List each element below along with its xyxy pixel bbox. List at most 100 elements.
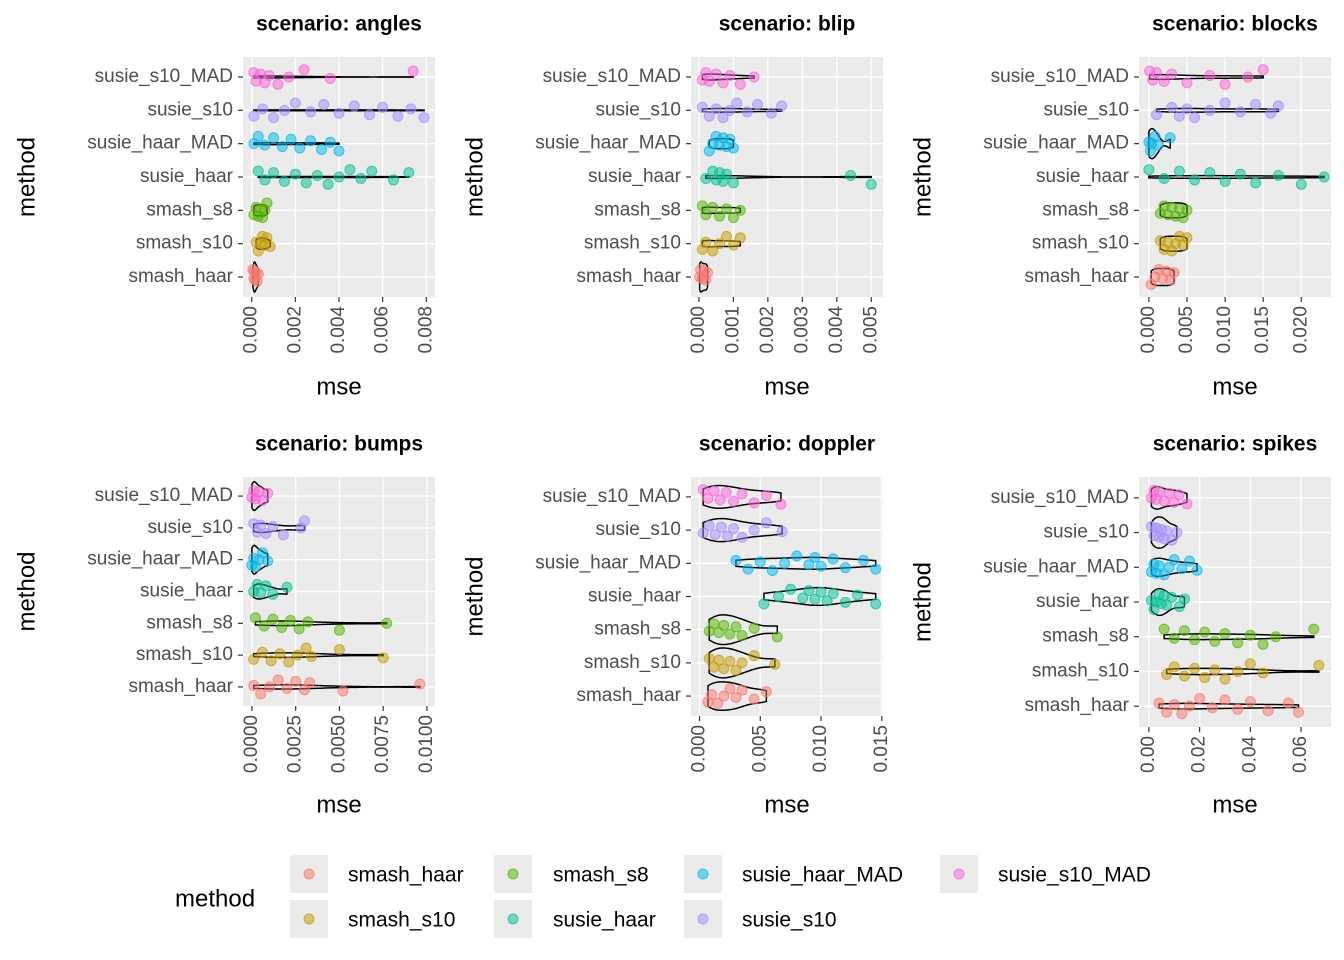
point xyxy=(727,212,739,224)
legend-symbol xyxy=(303,913,315,925)
point xyxy=(283,656,295,668)
point xyxy=(742,563,754,575)
point xyxy=(736,488,748,500)
point xyxy=(1166,68,1178,80)
point xyxy=(355,172,367,184)
point xyxy=(728,495,740,507)
point xyxy=(1189,112,1201,124)
point xyxy=(392,110,404,122)
y-tick-label: smash_haar xyxy=(576,266,681,287)
point xyxy=(1270,631,1282,643)
y-tick-label: susie_haar xyxy=(1036,591,1130,612)
y-tick-label: susie_s10 xyxy=(1043,522,1129,543)
y-tick-label: susie_haar xyxy=(588,166,682,187)
y-tick-label: susie_haar xyxy=(588,586,682,607)
point xyxy=(760,489,772,501)
x-tick-label: 0.0075 xyxy=(372,715,393,773)
y-tick-label: susie_s10 xyxy=(1043,99,1129,120)
point xyxy=(291,649,303,661)
point xyxy=(775,498,787,510)
point xyxy=(249,612,261,624)
x-tick-label: 0.06 xyxy=(1290,736,1311,773)
point xyxy=(1219,97,1231,109)
point xyxy=(289,168,301,180)
point xyxy=(769,658,781,670)
y-tick-label: smash_haar xyxy=(1024,695,1129,716)
point xyxy=(305,135,317,147)
point xyxy=(734,204,746,216)
point xyxy=(263,70,275,82)
point xyxy=(721,168,733,180)
violin xyxy=(698,261,709,293)
x-tick-label: 0.006 xyxy=(372,306,393,354)
point xyxy=(827,553,839,565)
point xyxy=(1168,699,1180,711)
point xyxy=(1250,177,1262,189)
point xyxy=(403,167,415,179)
point xyxy=(851,589,863,601)
point xyxy=(1158,75,1170,87)
point xyxy=(267,520,279,532)
point xyxy=(779,557,791,569)
point xyxy=(1181,204,1193,216)
point xyxy=(1194,693,1206,705)
y-tick-label: smash_s10 xyxy=(1032,233,1129,254)
point xyxy=(754,556,766,568)
point xyxy=(1166,534,1178,546)
point xyxy=(1152,139,1164,151)
point xyxy=(324,72,336,84)
point xyxy=(721,530,733,542)
point xyxy=(1219,694,1231,706)
point xyxy=(700,209,712,221)
point xyxy=(1161,525,1173,537)
point xyxy=(1173,489,1185,501)
point xyxy=(1173,165,1185,177)
x-tick-label: 0.005 xyxy=(749,725,770,773)
violin xyxy=(253,75,414,79)
panel-title: scenario: bumps xyxy=(255,433,423,456)
point xyxy=(278,175,290,187)
point xyxy=(418,112,430,124)
point xyxy=(803,559,815,571)
point xyxy=(765,107,777,119)
point xyxy=(1244,696,1256,708)
point xyxy=(845,170,857,182)
point xyxy=(710,103,722,115)
point xyxy=(267,613,279,625)
point xyxy=(252,130,264,142)
point xyxy=(1308,623,1320,635)
point xyxy=(703,75,715,87)
point xyxy=(259,174,271,186)
legend-symbol xyxy=(507,913,519,925)
point xyxy=(262,555,274,567)
x-tick-label: 0.004 xyxy=(328,306,349,354)
point xyxy=(717,112,729,124)
point xyxy=(1161,599,1173,611)
point xyxy=(766,565,778,577)
point xyxy=(1153,560,1165,572)
y-tick-label: smash_s8 xyxy=(1042,626,1129,647)
point xyxy=(377,652,389,664)
point xyxy=(366,165,378,177)
point xyxy=(724,628,736,640)
y-tick-label: smash_haar xyxy=(576,685,681,706)
point xyxy=(259,139,271,151)
point xyxy=(1181,232,1193,244)
legend-symbol xyxy=(953,868,965,880)
point xyxy=(718,690,730,702)
point xyxy=(724,655,736,667)
point xyxy=(728,523,740,535)
point xyxy=(714,210,726,222)
point xyxy=(1176,563,1188,575)
point xyxy=(697,484,709,496)
x-tick-label: 0.003 xyxy=(791,306,812,354)
point xyxy=(815,586,827,598)
point xyxy=(748,71,760,83)
x-tick-label: 0.001 xyxy=(722,306,743,354)
point xyxy=(258,620,270,632)
y-tick-label: susie_haar_MAD xyxy=(983,556,1129,577)
y-tick-label: susie_haar_MAD xyxy=(535,133,681,154)
point xyxy=(730,554,742,566)
point xyxy=(721,230,733,242)
